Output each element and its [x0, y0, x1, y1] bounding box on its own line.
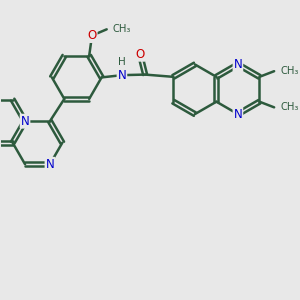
Text: CH₃: CH₃	[280, 102, 299, 112]
Text: O: O	[87, 29, 97, 42]
Text: N: N	[118, 69, 126, 82]
Text: N: N	[233, 58, 242, 71]
Text: H: H	[118, 57, 126, 67]
Text: CH₃: CH₃	[280, 66, 299, 76]
Text: N: N	[21, 115, 29, 128]
Text: CH₃: CH₃	[113, 24, 131, 34]
Text: O: O	[135, 48, 145, 61]
Text: N: N	[233, 108, 242, 121]
Text: N: N	[46, 158, 54, 171]
